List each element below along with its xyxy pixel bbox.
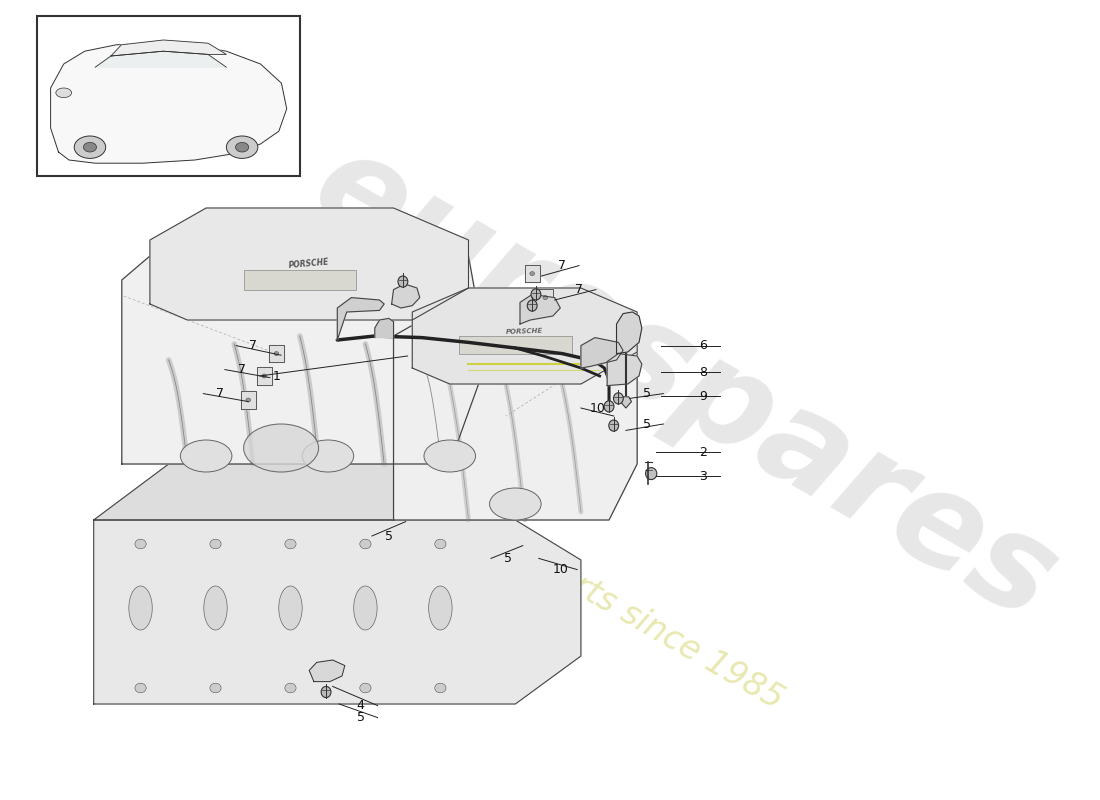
Text: 5: 5 [385,530,393,542]
Ellipse shape [646,467,657,480]
Polygon shape [375,318,394,338]
Ellipse shape [74,136,106,158]
Ellipse shape [246,398,251,402]
Bar [37,16,300,176]
Polygon shape [241,391,256,409]
Text: 10: 10 [590,402,606,414]
Text: 5: 5 [504,552,512,565]
Ellipse shape [608,420,618,431]
Bar [459,336,572,354]
Polygon shape [309,660,344,682]
Polygon shape [268,345,284,362]
Text: 2: 2 [698,446,706,458]
Ellipse shape [84,142,97,152]
Ellipse shape [243,424,319,472]
Text: 5: 5 [356,711,365,724]
Polygon shape [94,464,581,520]
Ellipse shape [527,300,537,311]
Polygon shape [520,294,560,324]
Polygon shape [394,304,637,520]
Text: 3: 3 [698,470,706,482]
Text: PORSCHE: PORSCHE [506,328,543,335]
Polygon shape [538,289,553,306]
Polygon shape [338,298,384,340]
Ellipse shape [360,683,371,693]
Text: 5: 5 [642,418,650,430]
Text: 7: 7 [238,363,245,376]
Polygon shape [525,265,540,282]
Ellipse shape [531,289,541,300]
Ellipse shape [285,683,296,693]
Text: 8: 8 [698,366,706,378]
Polygon shape [122,224,487,464]
Ellipse shape [210,683,221,693]
Ellipse shape [180,440,232,472]
Text: 1: 1 [273,370,280,382]
Text: a passion for parts since 1985: a passion for parts since 1985 [336,436,789,716]
Text: 6: 6 [698,339,706,352]
Polygon shape [392,284,420,308]
Ellipse shape [490,488,541,520]
Ellipse shape [210,539,221,549]
Text: 10: 10 [552,563,569,576]
Ellipse shape [360,539,371,549]
Text: 7: 7 [558,259,566,272]
Ellipse shape [129,586,152,630]
Polygon shape [111,40,227,56]
Text: 4: 4 [356,699,365,712]
Bar [243,270,356,290]
Ellipse shape [235,142,249,152]
Ellipse shape [135,539,146,549]
Ellipse shape [354,586,377,630]
Ellipse shape [434,683,446,693]
Ellipse shape [543,296,548,300]
Polygon shape [94,520,581,704]
Ellipse shape [135,683,146,693]
Polygon shape [412,288,637,384]
Polygon shape [256,367,272,385]
Polygon shape [581,338,623,368]
Ellipse shape [614,393,624,404]
Text: 7: 7 [217,387,224,400]
Ellipse shape [227,136,257,158]
Ellipse shape [429,586,452,630]
Text: 5: 5 [642,387,650,400]
Ellipse shape [604,401,614,412]
Text: 7: 7 [575,283,583,296]
Text: 7: 7 [249,339,257,352]
Ellipse shape [262,374,266,378]
Ellipse shape [302,440,354,472]
Ellipse shape [278,586,303,630]
Polygon shape [96,51,227,67]
Polygon shape [616,312,641,354]
Polygon shape [150,208,469,320]
Text: 9: 9 [698,390,706,402]
Ellipse shape [285,539,296,549]
Ellipse shape [56,88,72,98]
Ellipse shape [321,686,331,698]
Polygon shape [51,43,287,163]
Ellipse shape [530,272,535,275]
Ellipse shape [424,440,475,472]
Text: eurospares: eurospares [290,120,1077,648]
Polygon shape [620,397,631,408]
Ellipse shape [274,351,278,355]
Ellipse shape [204,586,228,630]
Ellipse shape [398,276,408,287]
Text: PORSCHE: PORSCHE [288,258,330,270]
Polygon shape [607,354,641,386]
Ellipse shape [434,539,446,549]
